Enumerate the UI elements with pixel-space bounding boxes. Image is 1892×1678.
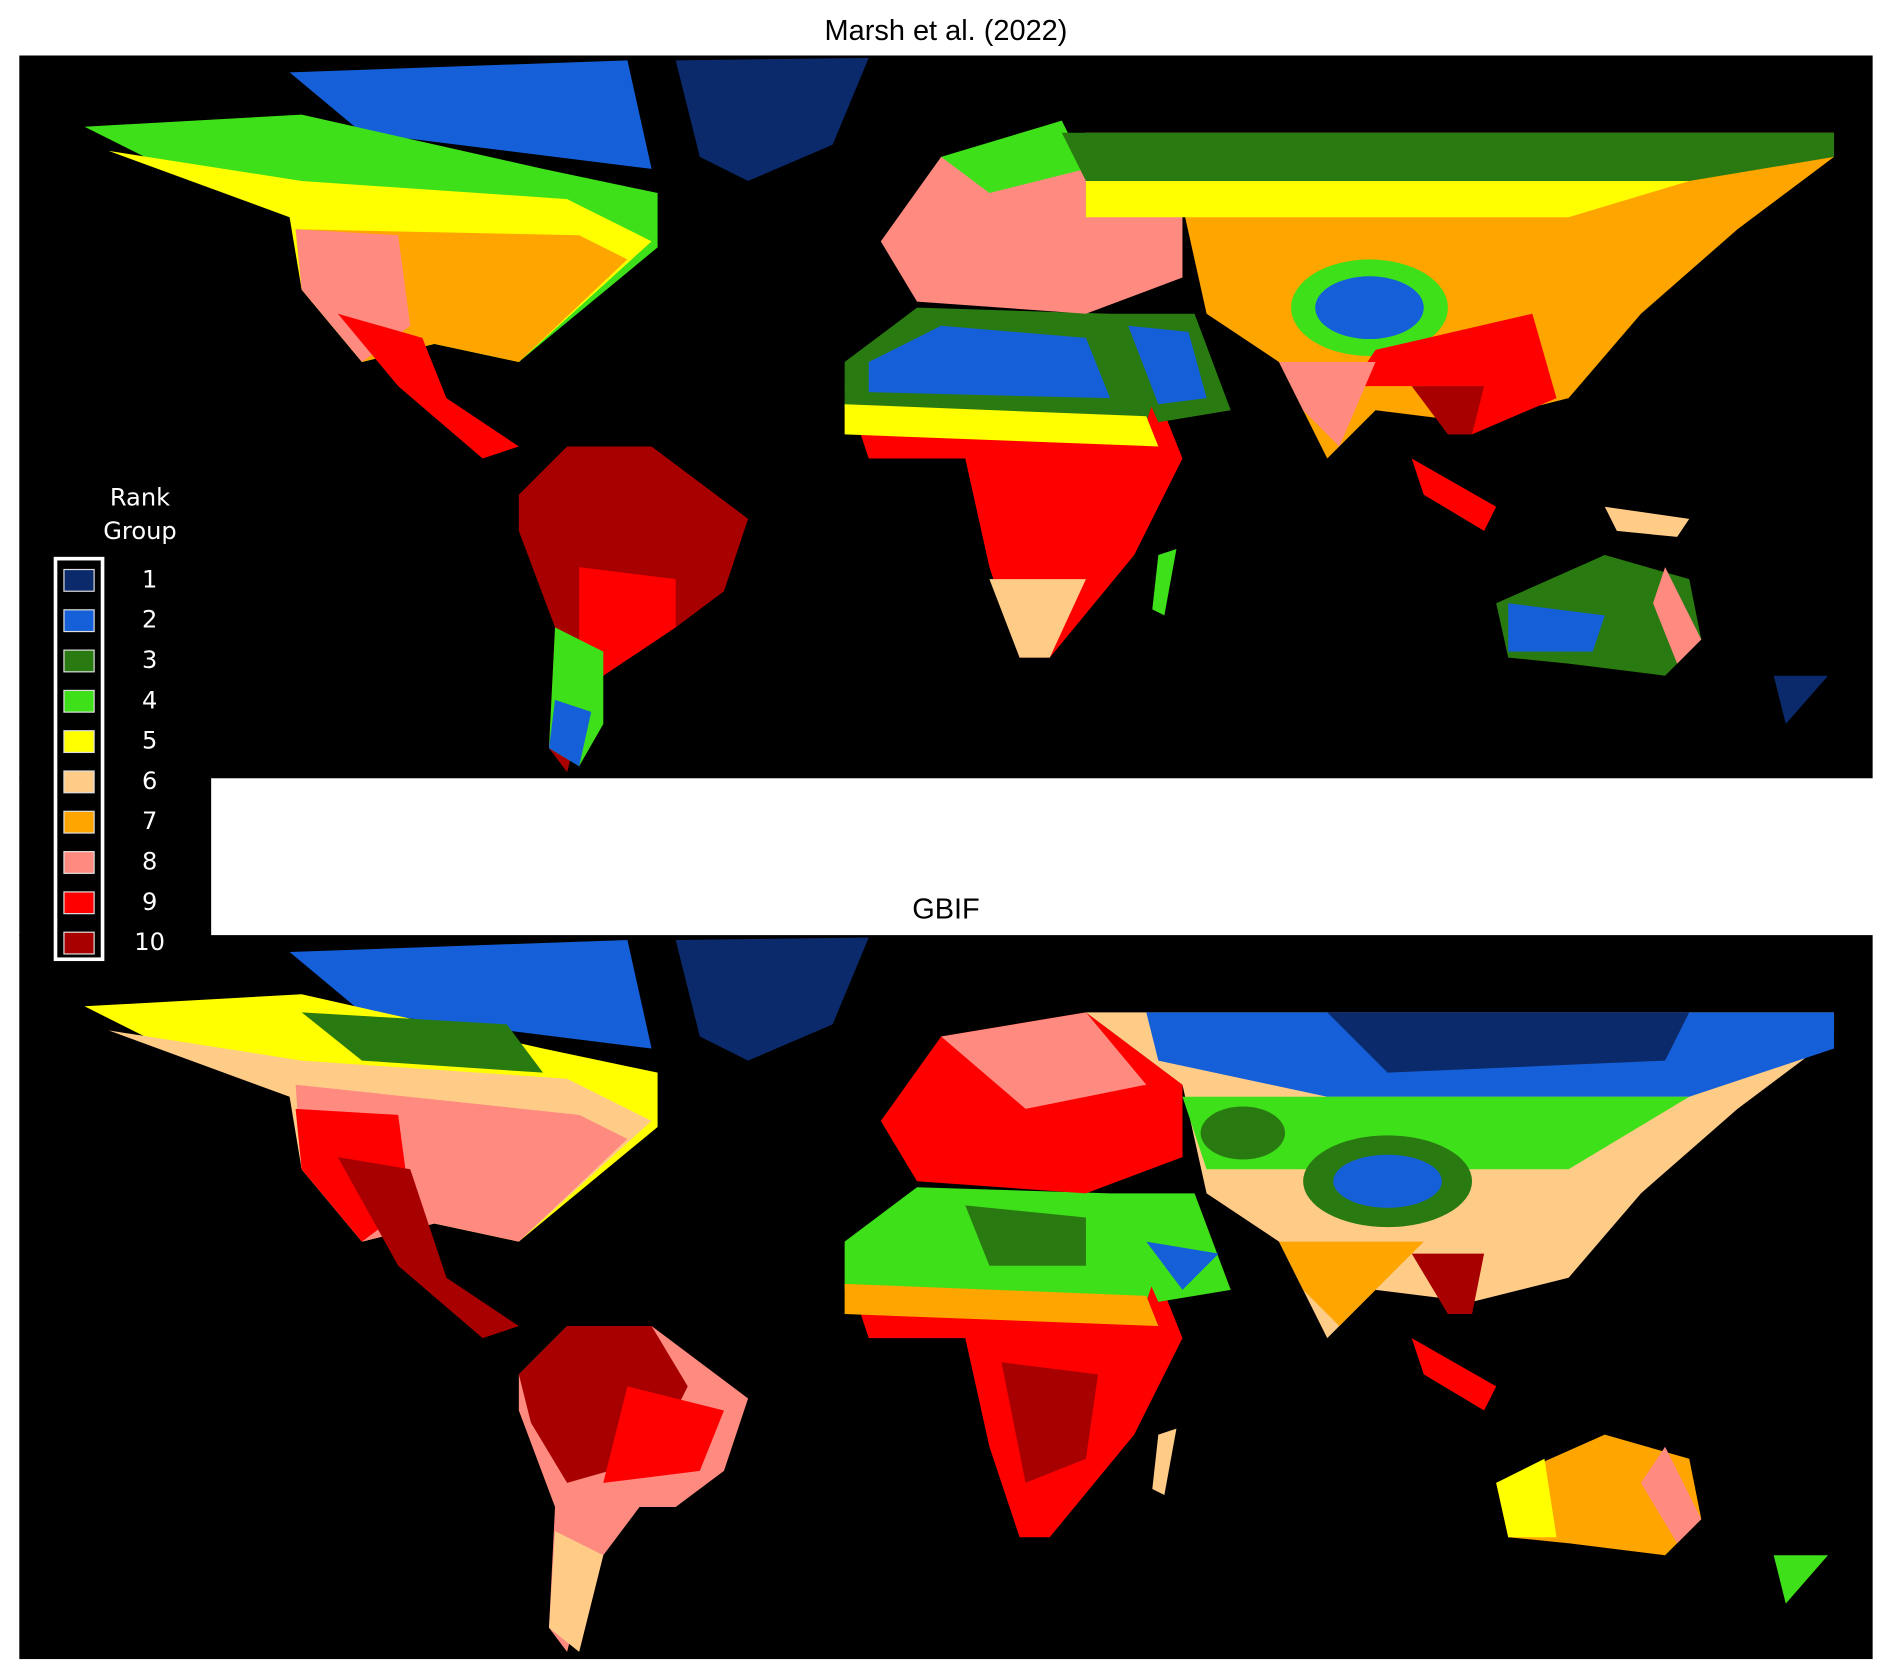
legend-label: 4 [142,686,157,714]
legend-label: 9 [142,888,157,916]
map-top [84,57,1835,773]
legend-label: 1 [142,565,157,593]
legend-swatch [63,568,95,592]
map-title: GBIF [912,894,980,926]
legend-swatch [63,649,95,673]
legend-label: 3 [142,646,157,674]
legend-title: Group [103,517,176,545]
legend-label: 10 [134,928,165,956]
legend-title: Rank [110,483,170,511]
legend-swatch [63,609,95,633]
legend-swatch [63,810,95,834]
legend-label: 8 [142,847,157,875]
legend-swatch [63,931,95,955]
map-bottom [84,937,1835,1652]
map-title: Marsh et al. (2022) [825,15,1068,47]
legend-label: 5 [142,727,157,755]
legend: Rank Group 1 2 3 4 5 6 7 8 9 10 [53,483,177,962]
legend-swatch [63,730,95,754]
legend-swatch [63,891,95,915]
map-panel [19,777,212,937]
legend-swatch [63,770,95,794]
legend-label: 7 [142,807,157,835]
legend-label: 6 [142,767,157,795]
legend-label: 2 [142,606,157,634]
legend-swatch [63,851,95,874]
legend-swatch [63,689,95,713]
